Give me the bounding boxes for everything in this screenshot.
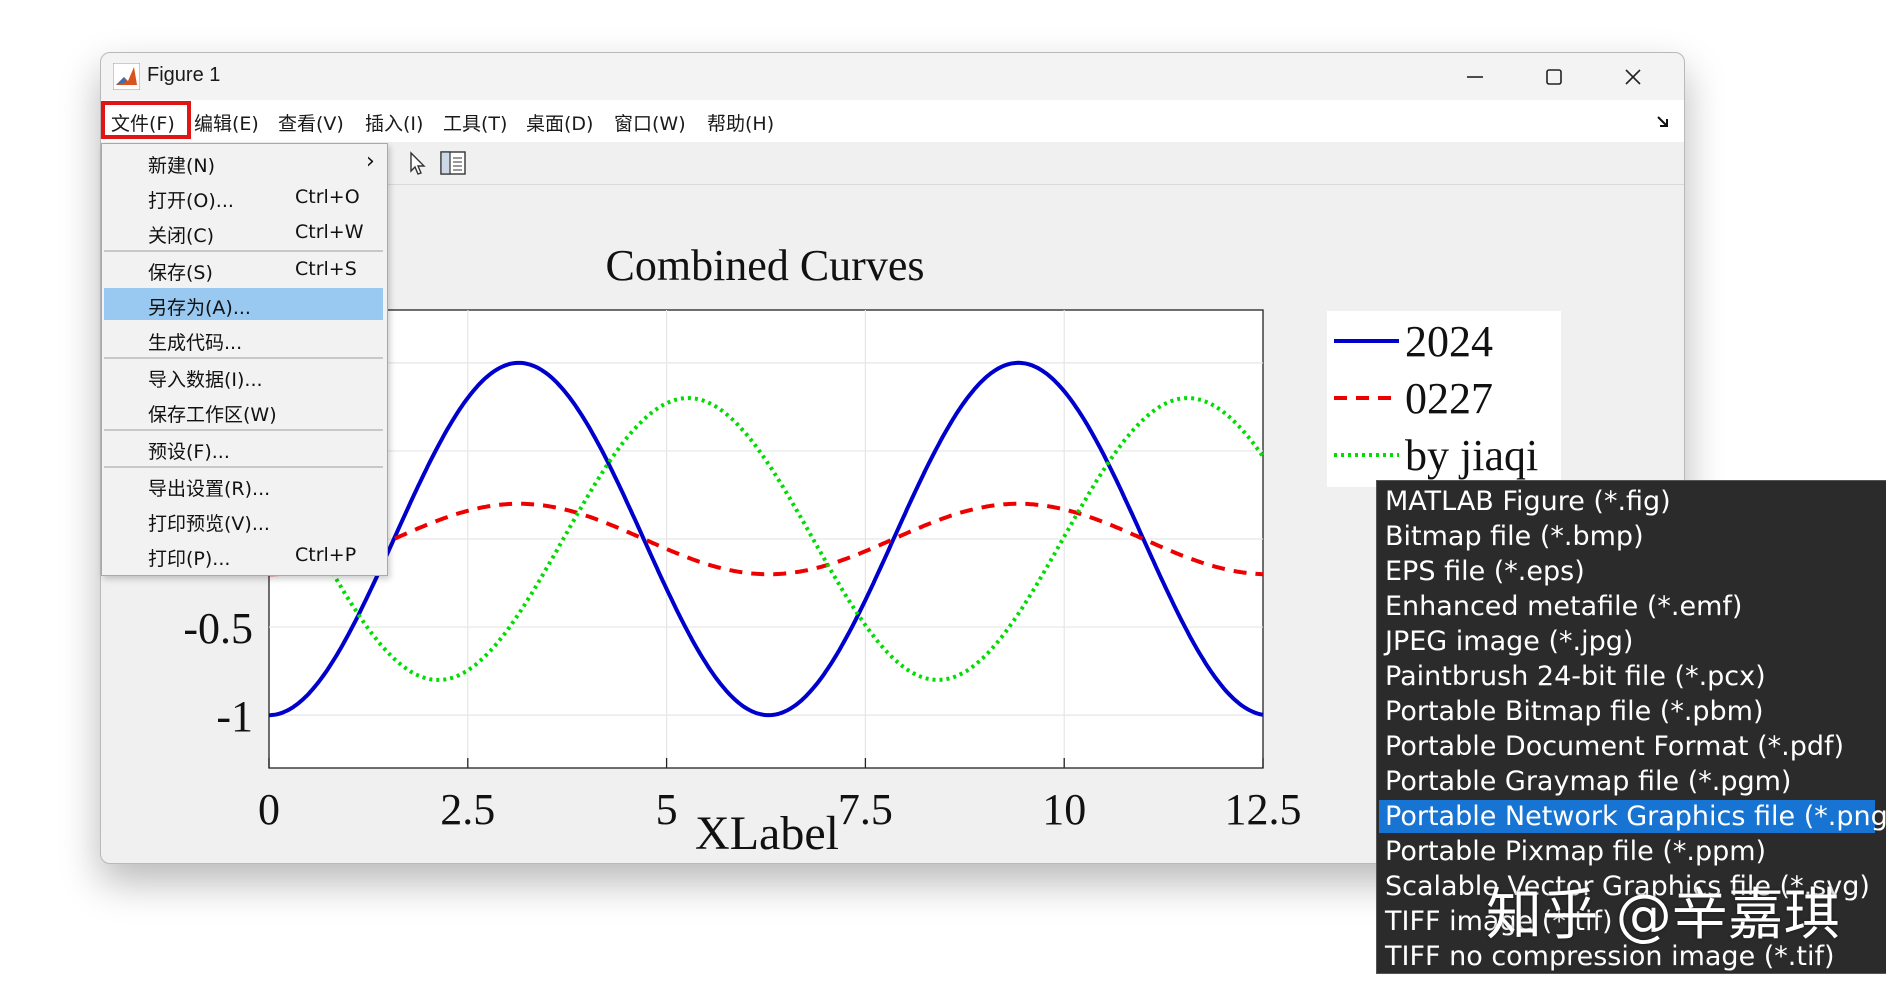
menu-item-print[interactable]: 打印(P)... Ctrl+P [104,539,383,571]
format-option[interactable]: Scalable Vector Graphics file (*.svg) [1385,871,1870,902]
format-option[interactable]: JPEG image (*.jpg) [1385,626,1634,657]
curves-group [267,360,1265,718]
legend: 2024 0227 by jiaqi [1327,311,1561,487]
submenu-arrow-icon: › [366,149,375,174]
menu-item-open-shortcut: Ctrl+O [295,186,360,208]
menu-edit[interactable]: 编辑(E) [194,113,259,135]
window-title: Figure 1 [147,64,221,86]
format-option[interactable]: MATLAB Figure (*.fig) [1385,486,1671,517]
watermark: 知乎 @辛嘉琪 [1486,883,1840,948]
menu-item-generate-code-label: 生成代码... [148,332,243,354]
menu-item-save[interactable]: 保存(S) Ctrl+S [104,253,383,285]
menu-window[interactable]: 窗口(W) [614,113,686,135]
menu-item-export-setup-label: 导出设置(R)... [148,478,271,500]
x-tick-label: 7.5 [838,785,893,834]
menu-help[interactable]: 帮助(H) [707,113,775,135]
menu-file-label: 文件(F) [111,113,175,135]
x-tick-label: 5 [656,785,678,834]
menu-separator [104,429,383,431]
format-option[interactable]: TIFF image (*.tif) [1385,906,1613,937]
menu-item-print-preview[interactable]: 打印预览(V)... [104,504,383,536]
menu-item-import-data[interactable]: 导入数据(I)... [104,360,383,392]
menu-item-save-shortcut: Ctrl+S [295,258,357,280]
menu-file[interactable]: 文件(F) [101,101,191,139]
menu-item-save-as[interactable]: 另存为(A)... [104,288,383,320]
x-tick-label: 2.5 [440,785,495,834]
menu-separator [104,466,383,468]
menu-item-import-data-label: 导入数据(I)... [148,369,263,391]
menu-item-save-workspace[interactable]: 保存工作区(W) [104,395,383,427]
legend-label-2024: 2024 [1405,317,1493,366]
x-tick-label: 10 [1042,785,1086,834]
chart-title: Combined Curves [606,241,925,290]
x-tick-labels: 0 2.5 5 7.5 10 12.5 [258,758,1302,834]
menu-item-save-workspace-label: 保存工作区(W) [148,404,277,426]
y-tick-label: -0.5 [183,604,253,653]
plot-area: Combined Curves 0 2.5 5 7.5 10 12.5 -0.5 -1 XL… [183,241,1561,860]
menu-tools[interactable]: 工具(T) [443,113,508,135]
menu-item-preferences[interactable]: 预设(F)... [104,432,383,464]
menu-item-open[interactable]: 打开(O)... Ctrl+O [104,181,383,213]
menu-item-close[interactable]: 关闭(C) Ctrl+W [104,216,383,248]
legend-label-by-jiaqi: by jiaqi [1405,431,1538,480]
close-icon [1625,68,1641,85]
format-option[interactable]: EPS file (*.eps) [1385,556,1585,587]
legend-label-0227: 0227 [1405,374,1493,423]
y-tick-labels: -0.5 -1 [183,604,253,741]
menu-item-save-as-label: 另存为(A)... [148,297,251,319]
format-option[interactable]: Portable Graymap file (*.pgm) [1385,766,1792,797]
menu-item-preferences-label: 预设(F)... [148,441,230,463]
dock-arrow-icon[interactable] [1656,115,1670,129]
format-option[interactable]: Portable Document Format (*.pdf) [1385,731,1845,762]
y-tick-label: -1 [216,692,253,741]
menu-item-new[interactable]: 新建(N) › [104,146,383,178]
save-as-format-list: MATLAB Figure (*.fig) Bitmap file (*.bmp… [1376,480,1886,974]
format-option[interactable]: Enhanced metafile (*.emf) [1385,591,1743,622]
title-bar[interactable]: Figure 1 [101,53,1684,100]
close-button[interactable] [1594,53,1672,100]
maximize-icon [1546,68,1562,85]
maximize-button[interactable] [1515,53,1593,100]
x-tick-label: 12.5 [1225,785,1302,834]
menu-separator [104,357,383,359]
menu-item-new-label: 新建(N) [148,155,216,177]
menu-item-generate-code[interactable]: 生成代码... [104,323,383,355]
menu-item-print-shortcut: Ctrl+P [295,544,357,566]
menu-insert[interactable]: 插入(I) [365,113,424,135]
menu-item-close-shortcut: Ctrl+W [295,221,364,243]
file-menu-dropdown: 新建(N) › 打开(O)... Ctrl+O 关闭(C) Ctrl+W 保存(… [101,143,388,576]
matlab-logo-icon [113,63,140,90]
minimize-button[interactable] [1436,53,1514,100]
format-option[interactable]: TIFF no compression image (*.tif) [1385,941,1835,972]
format-option[interactable]: Portable Bitmap file (*.pbm) [1385,696,1764,727]
menu-item-save-label: 保存(S) [148,262,213,284]
menu-item-export-setup[interactable]: 导出设置(R)... [104,469,383,501]
menu-item-close-label: 关闭(C) [148,225,215,247]
format-option[interactable]: Portable Pixmap file (*.ppm) [1385,836,1767,867]
menu-view[interactable]: 查看(V) [278,113,344,135]
menu-desktop[interactable]: 桌面(D) [526,113,594,135]
menu-separator [104,250,383,252]
format-option-selected[interactable]: Portable Network Graphics file (*.png) [1379,800,1886,833]
x-tick-label: 0 [258,785,280,834]
menu-item-print-preview-label: 打印预览(V)... [148,513,270,535]
x-axis-label: XLabel [695,807,839,860]
series-line-0227 [269,501,1264,577]
pointer-arrow-icon[interactable] [406,150,428,176]
property-inspector-icon[interactable] [439,150,467,176]
menu-bar: 文件(F) 编辑(E) 查看(V) 插入(I) 工具(T) 桌面(D) 窗口(W… [101,100,1684,142]
series-line-2024 [268,360,1264,718]
menu-item-print-label: 打印(P)... [148,548,231,570]
file-menu-highlight-box [101,101,191,139]
menu-item-open-label: 打开(O)... [148,190,234,212]
minimize-icon [1467,75,1483,78]
format-option[interactable]: Bitmap file (*.bmp) [1385,521,1644,552]
format-option[interactable]: Paintbrush 24-bit file (*.pcx) [1385,661,1766,692]
